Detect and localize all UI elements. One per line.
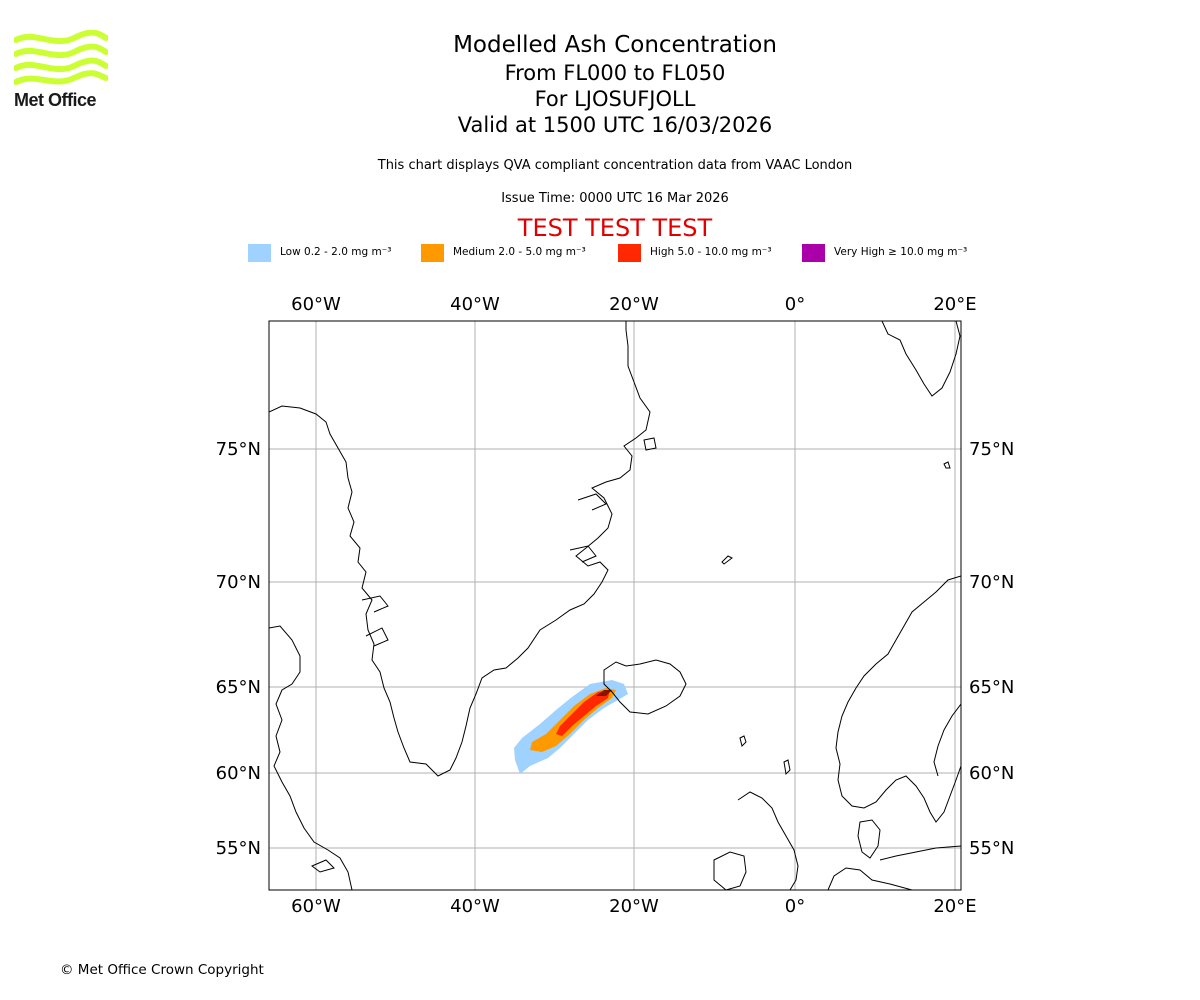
sweden-finland (933, 703, 961, 777)
lat-label-right: 55°N (969, 838, 1014, 859)
lon-label-top: 20°W (609, 294, 659, 315)
baltic-coast (879, 845, 961, 861)
lat-label-right: 60°N (969, 763, 1014, 784)
denmark (857, 819, 881, 859)
greenland-fjord-4 (569, 545, 597, 563)
title-main: Modelled Ash Concentration (453, 32, 777, 58)
greenland-coast (269, 321, 651, 777)
plume-core (596, 690, 612, 696)
britain (737, 791, 799, 890)
canada-island (311, 859, 335, 873)
ireland (713, 851, 747, 890)
greenland-fjord-1 (361, 595, 389, 613)
title-valid: Valid at 1500 UTC 16/03/2026 (457, 113, 773, 137)
lat-label-left: 65°N (216, 677, 261, 698)
plume-high (556, 690, 610, 736)
lon-label-bottom: 0° (785, 896, 805, 917)
greenland-fjord-3 (577, 493, 607, 511)
map-frame (268, 320, 962, 891)
legend-label-very-high: Very High ≥ 10.0 mg m⁻³ (834, 246, 968, 258)
lon-label-bottom: 20°W (609, 896, 659, 917)
legend-swatch-medium (421, 244, 444, 262)
copyright: © Met Office Crown Copyright (60, 962, 264, 978)
continent (827, 867, 913, 890)
lat-label-left: 55°N (216, 838, 261, 859)
lon-labels-bottom: 60°W 40°W 20°W 0° 20°E (291, 896, 976, 917)
lon-label-top: 60°W (291, 294, 341, 315)
logo-wordmark: Met Office (14, 90, 97, 110)
legend-label-medium: Medium 2.0 - 5.0 mg m⁻³ (453, 246, 586, 258)
svalbard (881, 321, 961, 397)
legend-swatch-very-high (802, 244, 825, 262)
issue-time: Issue Time: 0000 UTC 16 Mar 2026 (501, 191, 729, 206)
svalbard-island (943, 461, 951, 469)
title-volcano: For LJOSUFJOLL (534, 87, 696, 111)
jan-mayen (721, 555, 733, 565)
chart-titles: Modelled Ash Concentration From FL000 to… (315, 30, 915, 138)
lat-label-left: 75°N (216, 439, 261, 460)
legend-swatch-high (618, 244, 641, 262)
legend-label-low: Low 0.2 - 2.0 mg m⁻³ (280, 246, 392, 258)
lon-label-top: 40°W (450, 294, 500, 315)
lat-labels-right: 75°N 70°N 65°N 60°N 55°N (969, 439, 1014, 859)
coastlines (269, 321, 961, 890)
faroe (739, 735, 747, 747)
norway-coast (835, 575, 961, 823)
greenland-fjord-2 (365, 627, 389, 647)
shetland (783, 759, 791, 776)
met-office-logo (14, 30, 108, 85)
test-banner: TEST TEST TEST (517, 214, 713, 242)
lon-label-bottom: 20°E (933, 896, 976, 917)
iceland-coast (603, 659, 687, 715)
lat-label-right: 65°N (969, 677, 1014, 698)
canada-coast (269, 625, 353, 890)
ash-plume (514, 680, 628, 774)
lat-label-right: 75°N (969, 439, 1014, 460)
lat-label-left: 60°N (216, 763, 261, 784)
lon-label-top: 20°E (933, 294, 976, 315)
lat-label-right: 70°N (969, 572, 1014, 593)
legend-label-high: High 5.0 - 10.0 mg m⁻³ (650, 246, 772, 258)
lon-label-bottom: 60°W (291, 896, 341, 917)
lat-label-left: 70°N (216, 572, 261, 593)
title-levels: From FL000 to FL050 (504, 61, 726, 85)
legend-swatch-low (248, 244, 271, 262)
gridlines (269, 321, 961, 890)
subtitle: This chart displays QVA compliant concen… (377, 158, 853, 173)
lon-labels-top: 60°W 40°W 20°W 0° 20°E (291, 294, 976, 315)
lat-labels-left: 75°N 70°N 65°N 60°N 55°N (216, 439, 261, 859)
lon-label-bottom: 40°W (450, 896, 500, 917)
greenland-island (643, 437, 657, 451)
lon-label-top: 0° (785, 294, 805, 315)
